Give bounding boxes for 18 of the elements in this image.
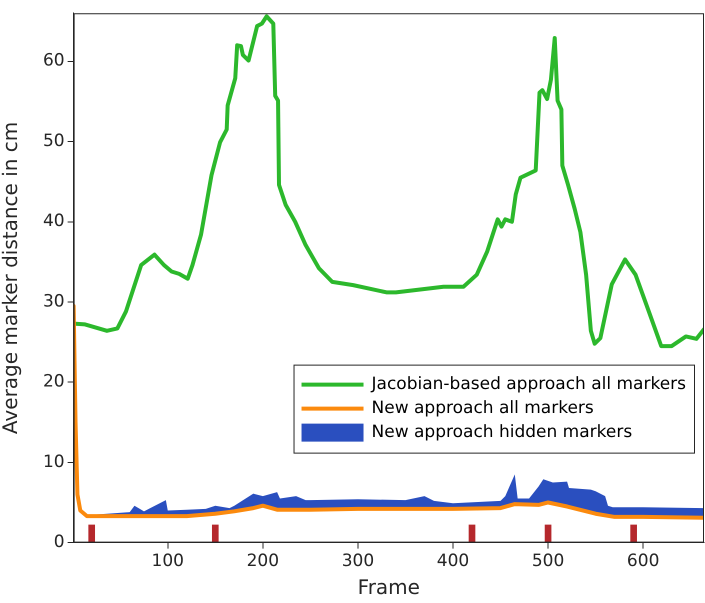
y-axis-title: Average marker distance in cm [0,122,22,434]
legend-label: New approach all markers [372,398,594,418]
x-tick-label: 400 [436,551,470,572]
x-axis-title: Frame [358,575,420,600]
x-tick-label: 200 [246,551,280,572]
x-tick-label: 600 [626,551,660,572]
legend-label: New approach hidden markers [372,422,632,442]
y-tick-label: 20 [42,372,65,392]
y-tick-label: 30 [42,291,65,312]
y-tick-label: 50 [42,130,65,151]
x-tick-label: 300 [342,551,374,572]
y-tick-label: 60 [42,50,65,71]
y-tick-label: 40 [42,211,65,232]
x-tick-label: 500 [532,551,564,572]
y-tick-label: 10 [42,452,65,472]
x-tick-label: 100 [152,551,184,572]
legend-label: Jacobian-based approach all markers [370,374,686,394]
y-tick-label: 0 [54,532,65,552]
